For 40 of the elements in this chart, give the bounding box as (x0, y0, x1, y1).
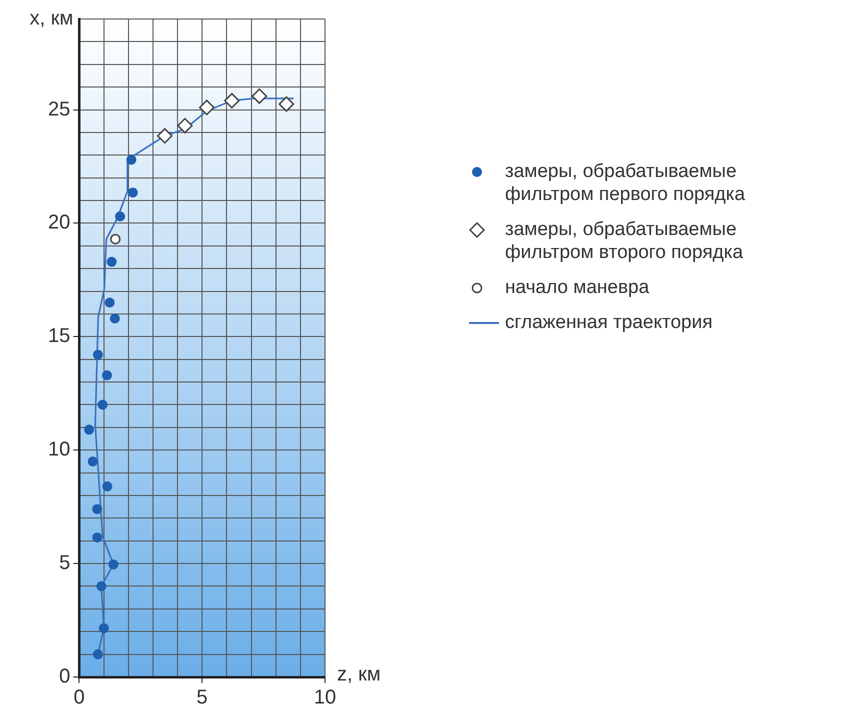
point (115, 211, 126, 222)
point (102, 370, 112, 380)
point (104, 298, 115, 308)
point (224, 92, 240, 108)
point (92, 350, 103, 360)
legend-label: замеры, обрабатываемые фильтром второго порядка (505, 218, 744, 264)
point (96, 581, 106, 592)
x-tick-label: 0 (74, 686, 85, 709)
point (92, 504, 102, 514)
legend-label: сглаженная траектория (505, 311, 714, 334)
x-tick-label: 10 (314, 686, 336, 709)
y-tick-label: 0 (59, 666, 70, 688)
legend-label: начало маневра (505, 276, 650, 299)
point (110, 314, 120, 324)
point (92, 649, 103, 660)
point (88, 456, 98, 466)
legend-label: замеры, обрабатываемые фильтром первого порядка (505, 160, 746, 206)
point (92, 532, 102, 542)
point (98, 400, 108, 410)
y-axis-title: x, км (30, 8, 74, 30)
point (177, 118, 193, 134)
point (106, 256, 117, 267)
point (278, 96, 294, 112)
y-tick-label: 5 (59, 552, 70, 574)
x-tick-label: 5 (196, 686, 208, 709)
y-tick-label: 15 (48, 325, 70, 348)
point (128, 188, 138, 198)
point (199, 100, 215, 116)
point (102, 481, 112, 492)
point (108, 559, 118, 570)
y-tick-label: 20 (48, 212, 70, 234)
x-axis-title: z, км (337, 664, 381, 686)
point (110, 234, 121, 244)
point (157, 128, 173, 144)
point (126, 154, 136, 165)
y-tick-label: 25 (48, 98, 70, 120)
point (84, 424, 94, 435)
point (98, 623, 109, 634)
point (252, 88, 268, 104)
y-tick-label: 10 (48, 438, 70, 461)
